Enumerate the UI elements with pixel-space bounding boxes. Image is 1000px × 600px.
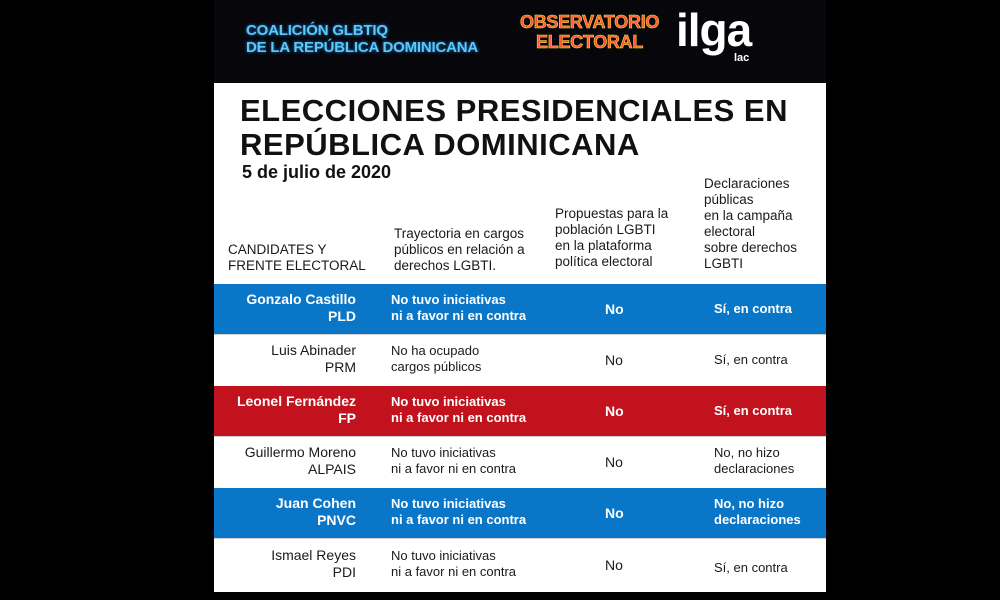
trayectoria-cell: No tuvo iniciativas ni a favor ni en con…	[391, 496, 527, 527]
row-divider	[214, 538, 826, 539]
table-row: Guillermo Moreno ALPAIS No tuvo iniciati…	[214, 437, 826, 487]
declaraciones-cell: No, no hizo declaraciones	[714, 445, 795, 476]
table-row: Juan Cohen PNVC No tuvo iniciativas ni a…	[214, 488, 826, 538]
column-header-propuestas: Propuestas para la población LGBTI en la…	[555, 206, 669, 269]
declaraciones-cell: Sí, en contra	[714, 352, 788, 367]
trayectoria-cell: No tuvo iniciativas ni a favor ni en con…	[391, 445, 517, 476]
propuestas-cell: No	[605, 301, 624, 317]
trayectoria-cell: No ha ocupado cargos públicos	[391, 343, 482, 374]
candidate-name: Ismael Reyes PDI	[271, 547, 356, 580]
observatorio-logo-text: OBSERVATORIO ELECTORAL	[520, 12, 660, 53]
declaraciones-cell: Sí, en contra	[714, 301, 793, 316]
column-header-candidates: CANDIDATES Y FRENTE ELECTORAL	[228, 242, 366, 273]
election-date: 5 de julio de 2020	[242, 162, 392, 182]
table-row: Leonel Fernández FP No tuvo iniciativas …	[214, 386, 826, 436]
trayectoria-cell: No tuvo iniciativas ni a favor ni en con…	[391, 548, 517, 579]
lac-logo-text: lac	[734, 52, 750, 64]
coalicion-logo-text: COALICIÓN GLBTIQ DE LA REPÚBLICA DOMINIC…	[246, 22, 479, 56]
table-row: Luis Abinader PRM No ha ocupado cargos p…	[214, 335, 826, 385]
trayectoria-cell: No tuvo iniciativas ni a favor ni en con…	[391, 292, 527, 323]
propuestas-cell: No	[605, 454, 623, 470]
propuestas-cell: No	[605, 557, 623, 573]
candidate-name: Guillermo Moreno ALPAIS	[244, 444, 356, 477]
column-header-trayectoria: Trayectoria en cargos públicos en relaci…	[394, 226, 525, 273]
propuestas-cell: No	[605, 505, 624, 521]
page-title: ELECCIONES PRESIDENCIALES EN REPÚBLICA D…	[240, 93, 788, 162]
declaraciones-cell: Sí, en contra	[714, 403, 793, 418]
trayectoria-cell: No tuvo iniciativas ni a favor ni en con…	[391, 394, 527, 425]
table-row: Gonzalo Castillo PLD No tuvo iniciativas…	[214, 284, 826, 334]
candidate-name: Gonzalo Castillo PLD	[246, 291, 356, 324]
candidate-name: Luis Abinader PRM	[271, 342, 356, 375]
infographic-card: COALICIÓN GLBTIQ DE LA REPÚBLICA DOMINIC…	[214, 0, 826, 592]
row-divider	[214, 334, 826, 335]
propuestas-cell: No	[605, 403, 624, 419]
candidate-name: Leonel Fernández FP	[236, 393, 356, 426]
table-row: Ismael Reyes PDI No tuvo iniciativas ni …	[214, 540, 826, 590]
declaraciones-cell: Sí, en contra	[714, 560, 788, 575]
propuestas-cell: No	[605, 352, 623, 368]
column-header-declaraciones: Declaraciones públicas en la campaña ele…	[704, 176, 798, 271]
row-divider	[214, 436, 826, 437]
header-banner: COALICIÓN GLBTIQ DE LA REPÚBLICA DOMINIC…	[214, 0, 826, 83]
declaraciones-cell: No, no hizo declaraciones	[714, 496, 801, 527]
candidate-name: Juan Cohen PNVC	[275, 495, 356, 528]
ilga-logo: ilga	[676, 4, 752, 56]
